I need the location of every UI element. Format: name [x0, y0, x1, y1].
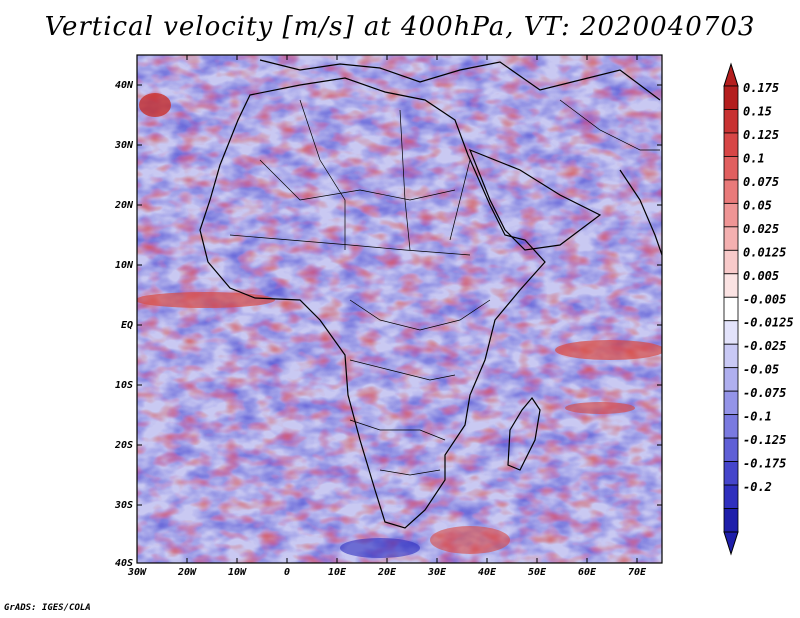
velocity-field	[137, 55, 662, 563]
colorbar-swatch	[723, 249, 739, 275]
lon-label: 40E	[478, 567, 497, 578]
lon-label: 20E	[377, 567, 397, 578]
lon-label: 10E	[328, 567, 347, 578]
colorbar-label: 0.025	[743, 222, 779, 236]
grads-credit: GrADS: IGES/COLA	[4, 603, 91, 613]
colorbar-label: 0.005	[743, 269, 779, 283]
lat-label: 10N	[115, 260, 134, 271]
country-borders	[229, 99, 660, 476]
colorbar-swatch	[723, 461, 739, 486]
lon-label: 10W	[228, 567, 247, 578]
madagascar-coastline	[507, 396, 541, 471]
colorbar-label: 0.05	[743, 198, 772, 212]
lon-label: 30W	[127, 567, 147, 578]
colorbar-swatch	[723, 296, 739, 322]
colorbar-swatch	[723, 109, 739, 134]
africa-coastline	[199, 77, 546, 529]
colorbar-label: -0.05	[743, 363, 779, 377]
red-band-equatorial-atlantic	[137, 292, 275, 308]
plot-frame	[136, 54, 663, 564]
longitude-axis: 30W 20W 10W 0 10E 20E 30E 40E 50E 60E 70E	[127, 55, 647, 578]
colorbar-label: 0.15	[743, 104, 772, 118]
india-coastline	[619, 169, 662, 256]
red-streak-indian-ocean	[565, 402, 635, 414]
latitude-axis: 40N 30N 20N 10N EQ 10S 20S 30S 40S	[114, 80, 662, 569]
arabia-coastline	[468, 148, 602, 251]
lat-label: 10S	[115, 380, 133, 391]
colorbar-swatch	[723, 367, 739, 392]
colorbar: 0.175 0.15 0.125 0.1 0.075 0.05 0.025 0.0125 0.0…	[723, 62, 794, 556]
lon-label: 30E	[427, 567, 447, 578]
map-title: Vertical velocity [m/s] at 400hPa, VT: 2…	[44, 12, 756, 42]
colorbar-bottom-arrow	[723, 531, 739, 556]
colorbar-swatch	[723, 273, 739, 298]
colorbar-label: -0.075	[743, 386, 786, 400]
lat-label: 40N	[115, 80, 134, 91]
lat-label: 20N	[114, 200, 134, 211]
colorbar-label: -0.1	[743, 410, 772, 424]
colorbar-top-arrow	[723, 62, 739, 87]
colorbar-swatch	[723, 132, 739, 157]
colorbar-label: -0.125	[743, 433, 786, 447]
colorbar-label: 0.175	[743, 81, 779, 95]
lat-label: EQ	[121, 320, 133, 331]
colorbar-swatch	[723, 484, 739, 509]
lat-label: 30S	[114, 500, 133, 511]
lat-label: 30N	[114, 140, 134, 151]
colorbar-label: 0.0125	[743, 245, 786, 259]
colorbar-swatch	[723, 202, 739, 228]
blue-patch-south-atlantic	[340, 538, 420, 558]
colorbar-swatch	[723, 437, 739, 462]
colorbar-swatch	[723, 343, 739, 369]
lat-label: 20S	[114, 440, 133, 451]
lon-label: 0	[284, 567, 290, 578]
colorbar-label: -0.0125	[743, 316, 794, 330]
colorbar-swatch	[723, 226, 739, 251]
colorbar-swatch	[723, 414, 739, 439]
colorbar-label: 0.125	[743, 128, 779, 142]
lon-label: 60E	[578, 567, 597, 578]
colorbar-swatch	[723, 156, 739, 181]
red-patch-north-atlantic	[139, 93, 171, 117]
colorbar-swatch	[723, 508, 739, 533]
coastlines	[199, 59, 662, 529]
lon-label: 70E	[628, 567, 647, 578]
colorbar-swatch	[723, 390, 739, 416]
colorbar-swatch	[723, 85, 739, 110]
colorbar-swatch	[723, 320, 739, 345]
red-band-indian-ocean	[555, 340, 662, 360]
colorbar-swatch	[723, 179, 739, 204]
lat-label: 40S	[115, 558, 133, 569]
colorbar-label: -0.025	[743, 339, 786, 353]
colorbar-label: 0.075	[743, 175, 779, 189]
colorbar-label: -0.175	[743, 457, 786, 471]
lon-label: 20W	[177, 567, 197, 578]
europe-coastline	[259, 59, 661, 101]
colorbar-label: -0.005	[743, 292, 786, 306]
lon-label: 50E	[528, 567, 547, 578]
colorbar-label: -0.2	[743, 480, 772, 494]
colorbar-label: 0.1	[743, 151, 765, 165]
red-streak-south-africa	[430, 526, 510, 554]
